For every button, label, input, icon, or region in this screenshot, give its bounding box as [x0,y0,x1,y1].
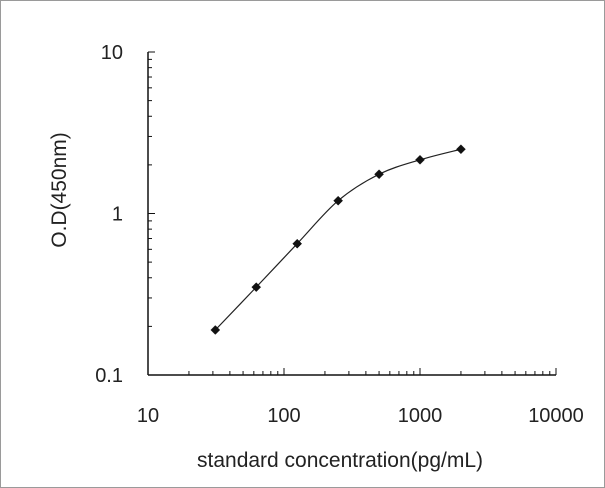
data-point [333,195,343,206]
x-tick-label: 100 [267,405,300,427]
data-point [374,169,384,180]
y-tick-label: 0.1 [95,365,123,387]
data-series [210,144,466,335]
data-point [210,325,221,335]
x-tick-label: 1000 [398,405,443,427]
axes: 10 100 1000 10000 0.1 1 10 [95,42,584,427]
y-tick-label: 10 [101,42,123,64]
data-point [415,154,425,165]
x-axis-label: standard concentration(pg/mL) [197,449,483,472]
x-tick-label: 10 [137,405,159,427]
data-point [251,282,262,292]
y-axis-label: O.D(450nm) [48,132,71,248]
x-tick-label: 10000 [528,405,584,427]
y-tick-label: 1 [112,204,123,226]
data-point [292,238,303,249]
series-line [214,148,462,331]
data-point [456,144,466,155]
